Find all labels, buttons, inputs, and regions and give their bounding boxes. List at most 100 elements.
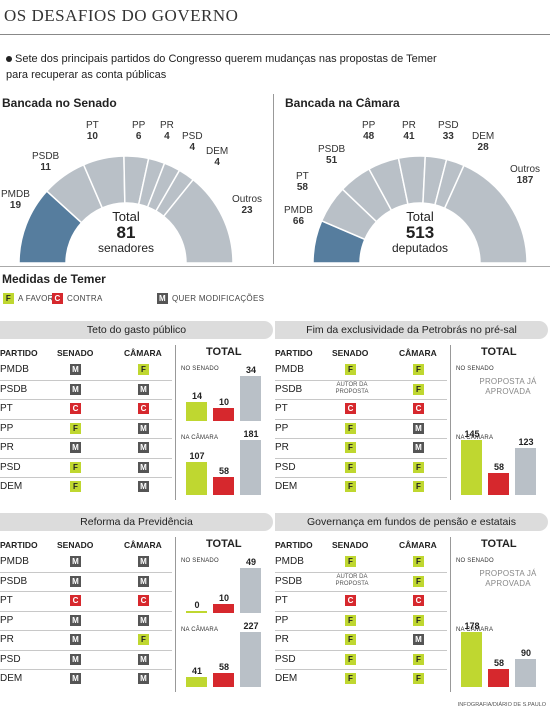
party-name: PMDB bbox=[0, 556, 29, 567]
party-name: PSD bbox=[275, 461, 296, 473]
senado-label-pr: PR 4 bbox=[160, 120, 174, 142]
camara-vote-f: F bbox=[413, 481, 424, 492]
total-bar-f bbox=[186, 677, 207, 687]
row-separator bbox=[0, 438, 172, 439]
senado-vote-f: F bbox=[70, 461, 81, 473]
legend-badge: C bbox=[52, 293, 63, 304]
party-name: DEM bbox=[0, 673, 23, 684]
col-header-total: TOTAL bbox=[481, 538, 517, 550]
party-name: DEM bbox=[275, 481, 298, 492]
legend-badge: M bbox=[157, 293, 168, 304]
party-name: PSDB bbox=[275, 575, 303, 587]
row-separator bbox=[0, 457, 172, 459]
total-bar-value: 49 bbox=[245, 557, 256, 567]
senado-vote-f: F bbox=[345, 634, 356, 645]
row-separator bbox=[0, 610, 172, 612]
senado-total-value: 81 bbox=[116, 223, 136, 242]
senado-vote-f: F bbox=[345, 673, 356, 684]
total-bar-value: 58 bbox=[218, 661, 229, 672]
senado-vote-f: F bbox=[70, 481, 81, 492]
senado-vote-f: F bbox=[345, 556, 356, 567]
credit: INFOGRAFIA/DIÁRIO DE S.PAULO bbox=[457, 702, 546, 708]
camara-vote-c: C bbox=[138, 403, 149, 414]
senado-title: Bancada no Senado bbox=[2, 96, 117, 110]
total-bar-value: 107 bbox=[189, 451, 205, 462]
senado-label-pp: PP 6 bbox=[132, 120, 145, 142]
col-header-camara: CÂMARA bbox=[399, 540, 437, 550]
senado-label-value: 4 bbox=[189, 142, 196, 153]
bancada-divider bbox=[273, 94, 274, 264]
camara-vote-c: C bbox=[413, 595, 424, 606]
subchart-label: NO SENADO bbox=[181, 366, 219, 372]
camara-vote-c: C bbox=[413, 403, 424, 414]
col-header-total: TOTAL bbox=[206, 346, 242, 358]
party-name: PT bbox=[275, 403, 288, 414]
panel-1: Teto do gasto público PARTIDO SENADO CÂMARA… bbox=[0, 321, 273, 506]
col-header-camara: CÂMARA bbox=[124, 348, 162, 358]
senado-vote-m: M bbox=[70, 383, 81, 395]
senado-total-unit: senadores bbox=[97, 241, 155, 255]
camara-vote-f: F bbox=[413, 461, 424, 473]
camara-vote-m: M bbox=[138, 614, 149, 626]
senado-vote-f: F bbox=[345, 442, 356, 453]
row-separator bbox=[0, 571, 172, 573]
camara-vote-m: M bbox=[138, 422, 149, 434]
senado-vote-f: F bbox=[345, 461, 356, 473]
camara-label-value: 51 bbox=[326, 155, 338, 166]
row-separator bbox=[275, 630, 447, 631]
camara-label-value: 28 bbox=[477, 142, 489, 153]
senado-vote-m: M bbox=[70, 442, 81, 453]
intro-text: Sete dos principais partidos do Congress… bbox=[6, 51, 446, 83]
senado-vote-f: F bbox=[345, 614, 356, 626]
total-bar-m bbox=[515, 448, 536, 495]
senado-label-value: 4 bbox=[214, 157, 220, 168]
party-name: PSD bbox=[0, 653, 21, 665]
camara-label-name: PP bbox=[362, 120, 376, 131]
party-name: PP bbox=[275, 422, 289, 434]
total-bar-value: 10 bbox=[218, 592, 229, 603]
senado-label-name: DEM bbox=[206, 146, 229, 157]
camara-vote-f: F bbox=[413, 673, 424, 684]
party-name: PSD bbox=[0, 461, 21, 473]
legend-label: CONTRA bbox=[67, 294, 103, 303]
subchart-label: NA CÂMARA bbox=[456, 627, 494, 633]
party-name: PMDB bbox=[275, 364, 304, 375]
row-separator bbox=[0, 379, 172, 381]
camara-vote-m: M bbox=[138, 461, 149, 473]
party-name: PR bbox=[0, 442, 14, 453]
senado-vote-c: C bbox=[345, 595, 356, 606]
camara-label-pt: PT 58 bbox=[296, 171, 309, 193]
legend-label: A FAVOR bbox=[18, 294, 54, 303]
col-header-partido: PARTIDO bbox=[275, 540, 313, 550]
party-name: PMDB bbox=[0, 364, 29, 375]
legend-item-m: M QUER MODIFICAÇÕES bbox=[157, 293, 264, 304]
total-bar-c bbox=[488, 669, 509, 687]
party-name: PR bbox=[275, 442, 289, 453]
row-separator bbox=[275, 438, 447, 439]
party-name: PMDB bbox=[275, 556, 304, 567]
row-separator bbox=[275, 379, 447, 381]
row-separator bbox=[275, 477, 447, 478]
senado-total-label: Total bbox=[112, 209, 140, 224]
total-bar-f bbox=[461, 632, 482, 687]
senado-label-psdb: PSDB 11 bbox=[32, 151, 59, 173]
camara-label-name: PSD bbox=[438, 120, 459, 131]
subchart-label: NA CÂMARA bbox=[181, 435, 219, 441]
camara-label-name: PMDB bbox=[284, 205, 313, 216]
total-bar-f bbox=[186, 462, 207, 495]
camara-title: Bancada na Câmara bbox=[285, 96, 400, 110]
senado-label-name: Outros bbox=[232, 194, 263, 205]
camara-vote-m: M bbox=[138, 575, 149, 587]
senado-vote-c: C bbox=[70, 595, 81, 606]
camara-label-dem: DEM 28 bbox=[472, 131, 494, 153]
senado-label-value: 19 bbox=[9, 200, 22, 211]
total-bar-value: 58 bbox=[493, 462, 504, 472]
page-title: OS DESAFIOS DO GOVERNO bbox=[4, 6, 239, 25]
row-separator bbox=[275, 399, 447, 400]
total-bar-f bbox=[461, 440, 482, 495]
legend-item-f: F A FAVOR bbox=[3, 293, 54, 304]
camara-total-unit: deputados bbox=[391, 241, 449, 255]
senado-label-psd: PSD 4 bbox=[182, 131, 203, 153]
camara-vote-f: F bbox=[413, 614, 424, 626]
panel-4: Governança em fundos de pensão e estatai… bbox=[275, 513, 548, 698]
